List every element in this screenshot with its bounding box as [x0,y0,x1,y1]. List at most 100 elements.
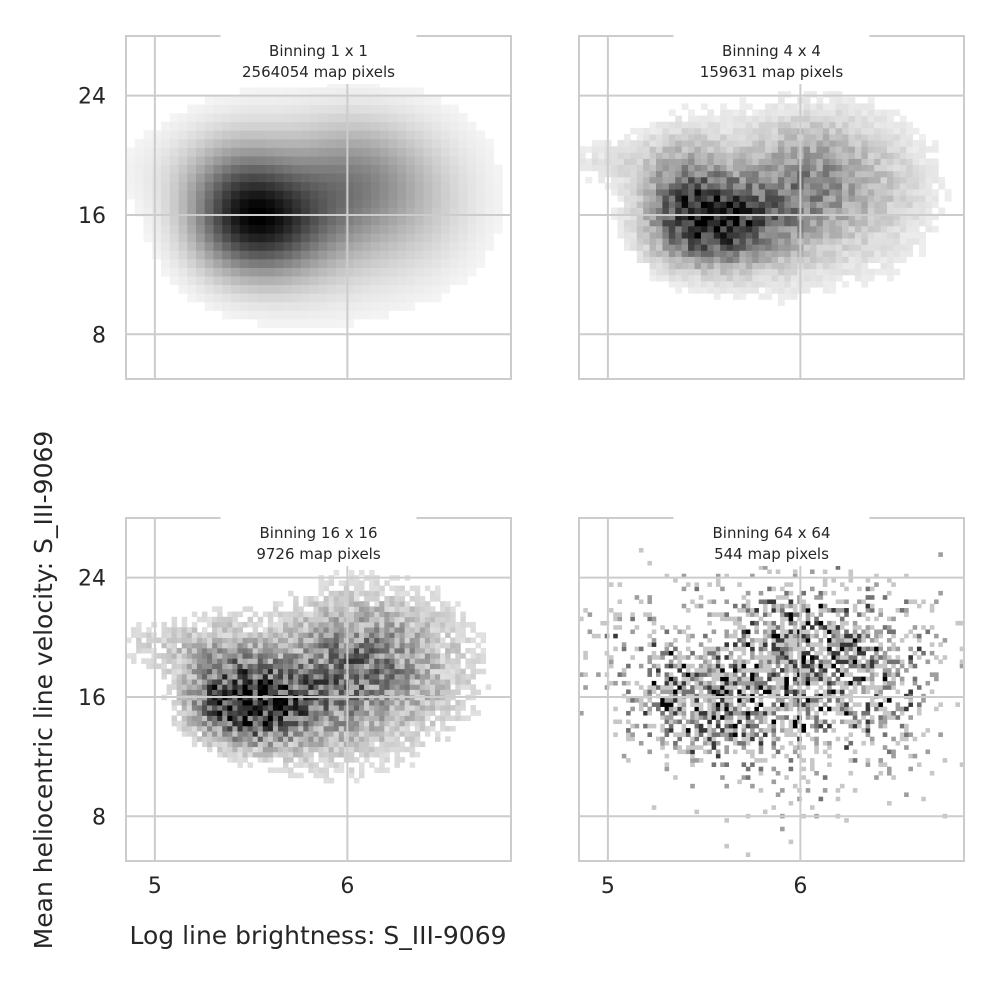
heatmap-cell [267,710,274,716]
heatmap-cell [384,757,390,763]
heatmap-cell [327,164,337,174]
heatmap-cell [790,201,798,208]
heatmap-cell [887,189,894,196]
heatmap-cell [384,668,390,675]
heatmap-cell [298,772,304,779]
heatmap-cell [758,745,764,750]
heatmap-cell [146,663,152,670]
heatmap-cell [944,189,952,196]
heatmap-cell [248,96,258,105]
heatmap-cell [745,189,753,196]
heatmap-cell [720,219,727,227]
heatmap-cell [777,219,785,227]
heatmap-cell [711,672,717,677]
heatmap-cell [419,653,426,659]
heatmap-cell [867,219,875,227]
heatmap-cell [829,134,837,141]
heatmap-cell [668,164,676,172]
heatmap-cell [784,219,792,227]
heatmap-cell [333,705,340,711]
heatmap-cell [247,632,254,638]
heatmap-cell [745,590,751,596]
heatmap-cell [267,684,274,690]
heatmap-cell [207,663,213,670]
heatmap-cell [724,732,730,737]
heatmap-cell [790,103,798,110]
heatmap-cell [906,121,914,129]
heatmap-cell [435,585,441,592]
heatmap-cell [694,281,702,288]
heatmap-cell [931,146,939,153]
heatmap-cell [752,183,760,190]
heatmap-cell [685,646,691,652]
heatmap-cell [277,668,284,675]
heatmap-cell [707,668,712,673]
heatmap-cell [848,256,856,264]
heatmap-cell [344,113,354,123]
heatmap-cell [176,689,183,696]
heatmap-cell [741,698,747,703]
heatmap-cell [222,741,228,748]
heatmap-cell [298,637,304,644]
heatmap-cell [252,710,259,716]
heatmap-cell [419,632,426,638]
heatmap-cell [816,164,824,172]
heatmap-cell [301,87,311,97]
heatmap-cell [288,627,294,633]
heatmap-cell [861,115,869,123]
heatmap-cell [681,732,687,737]
heatmap-cell [784,134,792,141]
heatmap-cell [919,176,926,184]
heatmap-cell [741,689,747,695]
heatmap-cell [404,668,411,675]
heatmap-cell [675,238,683,245]
heatmap-cell [752,232,760,239]
heatmap-cell [822,207,830,215]
heatmap-cell [458,190,468,200]
heatmap-cell [700,158,708,166]
heatmap-cell [283,156,293,166]
heatmap-cell [758,232,766,239]
heatmap-cell [643,195,650,202]
heatmap-cell [750,698,755,703]
heatmap-cell [449,121,459,131]
heatmap-cell [880,121,888,129]
heatmap-cell [379,746,385,753]
heatmap-cell [432,258,442,268]
heatmap-cell [344,310,354,320]
heatmap-cell [301,130,311,140]
heatmap-cell [247,663,254,670]
heatmap-cell [267,642,274,649]
heatmap-cell [912,195,920,202]
heatmap-cell [432,113,442,123]
heatmap-cell [187,147,197,157]
heatmap-cell [745,676,751,682]
heatmap-cell [409,699,416,706]
heatmap-cell [204,216,214,226]
heatmap-cell [829,274,837,282]
heatmap-cell [630,152,638,159]
heatmap-cell [274,147,284,157]
heatmap-cell [419,673,426,680]
heatmap-cell [711,706,717,712]
heatmap-cell [423,181,433,191]
heatmap-cell [810,121,817,129]
heatmap-cell [217,689,223,696]
heatmap-cell [861,244,869,251]
heatmap-cell [293,637,299,644]
heatmap-cell [465,621,471,628]
heatmap-cell [169,276,179,286]
heatmap-cell [318,267,328,277]
heatmap-cell [359,580,365,586]
heatmap-cell [131,627,137,633]
heatmap-cell [643,702,648,707]
heatmap-cell [435,653,441,659]
heatmap-cell [656,262,663,270]
heatmap-cell [647,668,653,673]
heatmap-cell [222,658,228,664]
heatmap-cell [842,140,849,147]
heatmap-cell [222,647,228,654]
heatmap-cell [212,720,218,727]
heatmap-cell [409,642,416,649]
